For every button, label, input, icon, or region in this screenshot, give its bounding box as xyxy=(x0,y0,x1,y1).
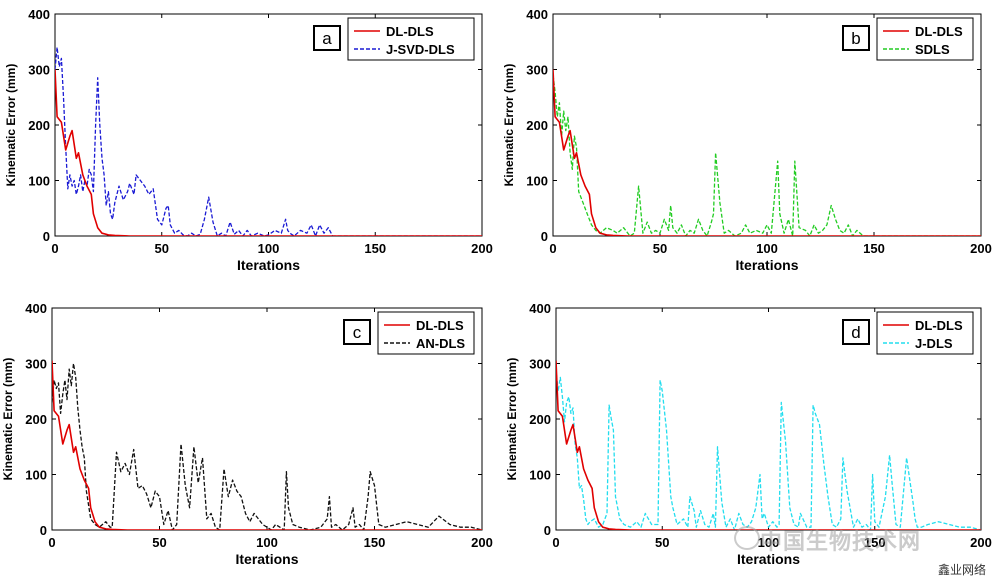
x-tick-label: 0 xyxy=(549,241,556,256)
legend-box xyxy=(876,17,974,61)
x-tick-label: 50 xyxy=(653,241,667,256)
y-tick-label: 100 xyxy=(28,174,50,189)
y-tick-label: 200 xyxy=(25,412,47,427)
x-tick-label: 100 xyxy=(758,535,780,550)
x-tick-label: 50 xyxy=(655,535,669,550)
legend-label: J-SVD-DLS xyxy=(386,42,455,57)
panel-label: a xyxy=(322,29,332,48)
y-tick-label: 300 xyxy=(529,357,551,372)
x-tick-label: 150 xyxy=(364,535,386,550)
panel-label: c xyxy=(353,323,362,342)
x-tick-label: 0 xyxy=(552,535,559,550)
chart-panel-a: 0 50 100 150 200 0 100 200 300 400 Iterations Kinem… xyxy=(4,7,493,273)
y-tick-label: 300 xyxy=(526,63,548,78)
x-tick-label: 200 xyxy=(471,535,493,550)
y-tick-label: 100 xyxy=(526,174,548,189)
legend-label: DL-DLS xyxy=(416,318,464,333)
y-axis-label: Kinematic Error (mm) xyxy=(505,358,519,481)
y-tick-label: 200 xyxy=(526,118,548,133)
x-tick-label: 200 xyxy=(970,241,992,256)
y-tick-label: 0 xyxy=(43,229,50,244)
x-tick-label: 0 xyxy=(51,241,58,256)
series-line-j-svd-dls xyxy=(55,46,482,236)
y-axis-label: Kinematic Error (mm) xyxy=(4,64,18,187)
x-tick-label: 200 xyxy=(970,535,992,550)
y-tick-label: 0 xyxy=(541,229,548,244)
y-tick-label: 400 xyxy=(25,301,47,316)
chart-panel-c: 0 50 100 150 200 0 100 200 300 400 Iterations Kinem… xyxy=(1,301,493,567)
x-axis-label: Iterations xyxy=(237,257,300,273)
series-line-an-dls xyxy=(52,362,482,530)
legend-box xyxy=(347,17,475,61)
x-tick-label: 0 xyxy=(48,535,55,550)
legend-label: SDLS xyxy=(915,42,950,57)
y-axis-label: Kinematic Error (mm) xyxy=(502,64,516,187)
series-line-sdls xyxy=(553,75,981,236)
legend-box xyxy=(377,311,475,355)
x-axis-label: Iterations xyxy=(235,551,298,567)
legend-label: DL-DLS xyxy=(915,318,963,333)
x-tick-label: 150 xyxy=(863,241,885,256)
y-tick-label: 300 xyxy=(28,63,50,78)
chart-panel-b: 0 50 100 150 200 0 100 200 300 400 Iterations Kinem… xyxy=(502,7,992,273)
footer-text: 鑫业网络 xyxy=(937,563,986,577)
x-tick-label: 100 xyxy=(258,241,280,256)
y-axis-label: Kinematic Error (mm) xyxy=(1,358,15,481)
y-tick-label: 200 xyxy=(529,412,551,427)
y-tick-label: 100 xyxy=(529,468,551,483)
y-tick-label: 200 xyxy=(28,118,50,133)
panel-label-box xyxy=(343,319,371,345)
series-line-dl-dls xyxy=(55,69,482,236)
panel-label: b xyxy=(851,29,860,48)
legend-label: J-DLS xyxy=(915,336,953,351)
y-tick-label: 400 xyxy=(28,7,50,22)
series-line-dl-dls xyxy=(556,360,981,530)
chart-panel-d: 0 50 100 150 200 0 100 200 300 400 Iterations Kinem… xyxy=(505,301,992,567)
watermark-text: 中国生物技术网 xyxy=(760,530,922,555)
x-tick-label: 50 xyxy=(152,535,166,550)
x-tick-label: 50 xyxy=(155,241,169,256)
panel-label: d xyxy=(851,323,860,342)
legend-label: DL-DLS xyxy=(386,24,434,39)
y-tick-label: 300 xyxy=(25,357,47,372)
x-tick-label: 150 xyxy=(364,241,386,256)
panel-label-box xyxy=(313,25,341,51)
legend-box xyxy=(876,311,974,355)
panel-label-box xyxy=(842,25,870,51)
y-tick-label: 400 xyxy=(526,7,548,22)
series-line-dl-dls xyxy=(553,69,981,236)
panel-label-box xyxy=(842,319,870,345)
y-tick-label: 0 xyxy=(40,523,47,538)
series-line-dl-dls xyxy=(52,360,482,530)
legend-label: AN-DLS xyxy=(416,336,465,351)
watermark-logo-icon xyxy=(734,526,760,550)
x-tick-label: 150 xyxy=(864,535,886,550)
x-tick-label: 100 xyxy=(756,241,778,256)
x-tick-label: 100 xyxy=(256,535,278,550)
x-axis-label: Iterations xyxy=(735,257,798,273)
y-tick-label: 100 xyxy=(25,468,47,483)
legend-label: DL-DLS xyxy=(915,24,963,39)
x-tick-label: 200 xyxy=(471,241,493,256)
x-axis-label: Iterations xyxy=(737,551,800,567)
y-tick-label: 400 xyxy=(529,301,551,316)
y-tick-label: 0 xyxy=(544,523,551,538)
